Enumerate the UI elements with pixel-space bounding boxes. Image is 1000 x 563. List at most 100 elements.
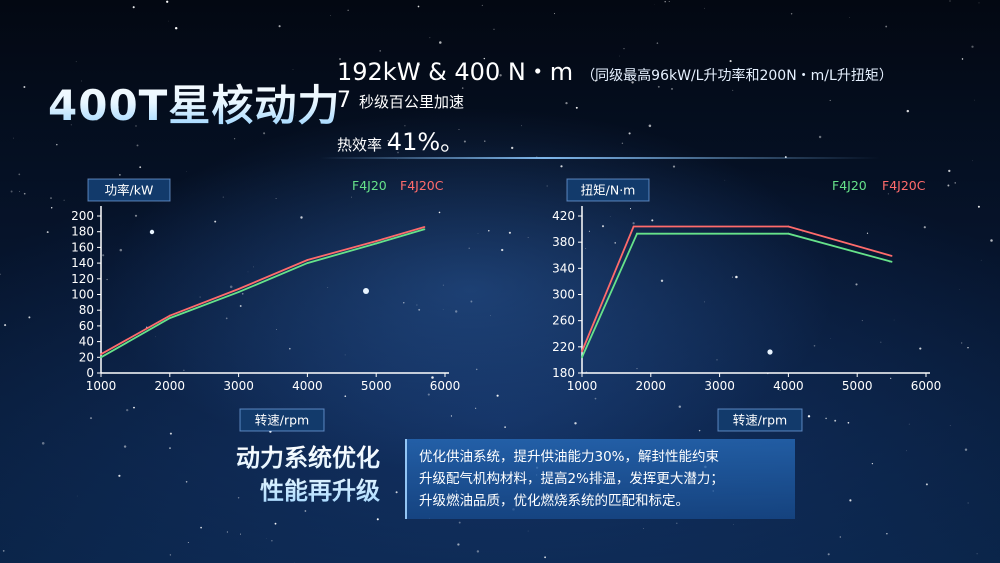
optimization-item: 升级配气机构材料，提高2%排温，发挥更大潜力；	[419, 471, 724, 487]
star	[499, 74, 502, 77]
bright-star	[149, 229, 155, 235]
star	[949, 425, 951, 427]
star	[954, 182, 956, 184]
y-tick-label: 340	[552, 261, 575, 275]
star	[651, 219, 654, 222]
star	[483, 57, 486, 60]
star	[971, 45, 974, 48]
star	[418, 308, 421, 311]
star	[871, 462, 874, 465]
accel-number: 7	[337, 88, 351, 113]
star	[23, 192, 26, 195]
x-axis-label-box	[717, 408, 803, 432]
bright-star	[767, 349, 773, 355]
star	[275, 197, 277, 200]
star	[75, 61, 77, 63]
optimization-title: 动力系统优化 性能再升级	[190, 442, 380, 508]
star	[395, 491, 398, 494]
star	[106, 278, 108, 281]
x-tick-label: 3000	[704, 379, 735, 393]
y-tick-label: 140	[71, 256, 94, 270]
star	[183, 369, 185, 371]
star	[588, 230, 590, 232]
star	[123, 445, 127, 448]
data-point-f4j20c	[237, 288, 240, 290]
star	[135, 125, 137, 127]
star	[490, 315, 491, 317]
data-point-f4j20c	[100, 353, 102, 356]
star	[923, 226, 926, 229]
star	[544, 556, 546, 559]
star	[967, 346, 969, 349]
x-tick-label: 1000	[567, 379, 598, 393]
data-point-f4j20c	[423, 226, 426, 228]
star	[574, 422, 577, 425]
y-axis-label-box	[566, 178, 650, 202]
y-tick-label: 260	[552, 314, 575, 328]
star	[925, 483, 928, 486]
star	[906, 450, 907, 452]
y-axis-label: 扭矩/N·m	[581, 183, 636, 198]
spec-main: 192kW & 400 N・m	[337, 58, 574, 86]
star	[521, 125, 522, 127]
star	[76, 495, 78, 497]
star	[861, 320, 863, 322]
star	[906, 109, 910, 113]
star	[484, 140, 486, 142]
optimization-panel: 优化供油系统，提升供油能力30%，解封性能约束 升级配气机构材料，提高2%排温，…	[405, 439, 795, 519]
star	[271, 452, 275, 455]
star	[56, 143, 58, 146]
y-tick-label: 80	[79, 303, 94, 317]
star	[139, 166, 142, 169]
data-point-f4j20	[237, 291, 240, 293]
star	[813, 345, 816, 347]
optimization-title-line2: 性能再升级	[260, 477, 380, 505]
star	[601, 225, 605, 228]
series-line-f4j20c	[100, 226, 425, 355]
star	[344, 354, 346, 356]
y-tick-label: 40	[79, 335, 94, 349]
star	[379, 50, 381, 52]
star	[729, 60, 732, 63]
star	[802, 231, 803, 233]
x-tick-label: 6000	[911, 379, 942, 393]
y-axis-label: 功率/kW	[105, 183, 154, 198]
x-tick-label: 1000	[86, 379, 117, 393]
star	[429, 37, 431, 39]
star	[961, 58, 964, 60]
x-tick-label: 3000	[223, 379, 254, 393]
star	[475, 407, 477, 409]
data-point-f4j20	[581, 356, 583, 359]
bright-star	[363, 288, 369, 294]
star	[169, 432, 172, 435]
y-tick-label: 200	[71, 209, 94, 223]
star	[643, 528, 644, 529]
star	[304, 510, 307, 512]
star	[614, 242, 616, 244]
star	[496, 394, 499, 397]
star	[185, 481, 188, 483]
star	[4, 324, 7, 327]
star	[919, 347, 922, 350]
star	[880, 72, 882, 74]
data-point-f4j20	[375, 242, 378, 245]
star	[732, 89, 734, 91]
star	[397, 151, 399, 154]
star	[237, 497, 240, 499]
star	[609, 216, 611, 217]
star	[418, 63, 420, 66]
y-tick-label: 180	[71, 225, 94, 239]
star	[511, 146, 514, 150]
star	[63, 199, 65, 201]
star	[347, 9, 349, 11]
star	[967, 502, 969, 504]
star	[790, 13, 793, 15]
optimization-item: 优化供油系统，提升供油能力30%，解封性能约束	[419, 449, 720, 465]
x-axis-label: 转速/rpm	[733, 413, 787, 428]
star	[463, 140, 466, 143]
star	[166, 0, 169, 3]
star	[977, 205, 980, 208]
star	[13, 137, 14, 139]
data-point-f4j20c	[581, 350, 583, 353]
star	[949, 0, 951, 2]
